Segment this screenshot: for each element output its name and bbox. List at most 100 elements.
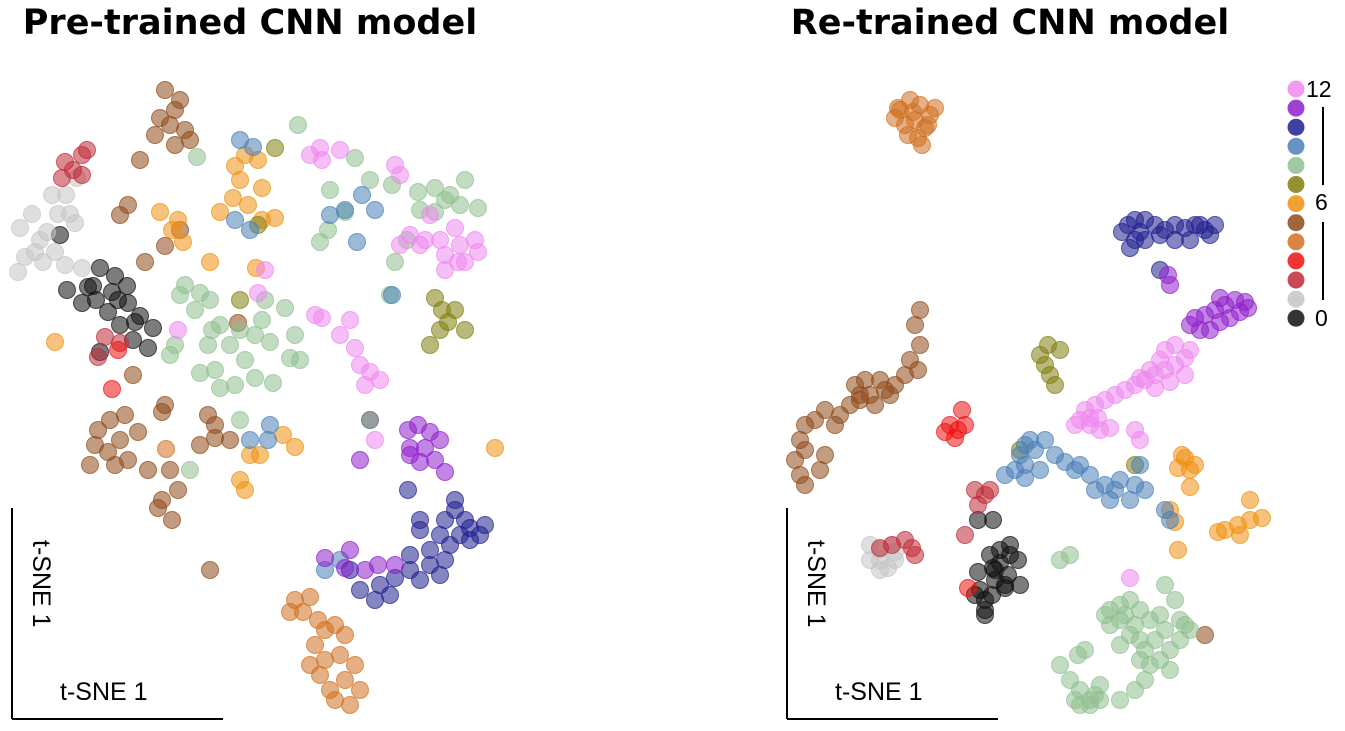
scatter-point-class-4 [157,440,175,458]
scatter-point-class-5 [101,411,119,429]
scatter-point-class-8 [186,301,204,319]
scatter-point-class-6 [236,481,254,499]
scatter-point-class-6 [231,171,249,189]
scatter-point-class-5 [124,366,142,384]
scatter-point-class-6 [1229,516,1247,534]
scatter-point-class-5 [156,396,174,414]
scatter-point-class-12 [466,231,484,249]
scatter-point-class-12 [1131,431,1149,449]
scatter-point-class-7 [421,336,439,354]
scatter-point-class-7 [446,301,464,319]
legend-tick-12: 12 [1306,76,1332,102]
scatter-point-class-5 [161,461,179,479]
scatter-point-class-8 [1126,681,1144,699]
scatter-point-class-8 [191,364,209,382]
scatter-point-class-8 [1091,676,1109,694]
scatter-point-class-8 [226,376,244,394]
scatter-point-class-3 [109,341,127,359]
scatter-point-class-5 [881,386,899,404]
scatter-point-class-8 [1156,576,1174,594]
scatter-point-class-6 [1241,491,1259,509]
scatter-point-class-2 [956,526,974,544]
scatter-point-class-0 [109,291,127,309]
scatter-point-class-5 [166,101,184,119]
scatter-point-class-12 [416,231,434,249]
scatter-point-class-4 [341,696,359,714]
scatter-point-class-11 [401,446,419,464]
scatter-point-class-10 [431,566,449,584]
scatter-point-class-1 [26,243,44,261]
scatter-point-class-6 [1173,446,1191,464]
scatter-point-class-4 [336,626,354,644]
scatter-point-class-12 [1176,366,1194,384]
scatter-point-class-0 [91,259,109,277]
scatter-point-class-5 [146,126,164,144]
scatter-point-class-8 [346,149,364,167]
scatter-point-class-5 [786,451,804,469]
scatter-point-class-12 [451,236,469,254]
scatter-point-class-8 [456,171,474,189]
scatter-point-class-0 [144,319,162,337]
scatter-point-class-9 [1016,469,1034,487]
scatter-point-class-5 [906,316,924,334]
scatter-point-class-4 [919,116,937,134]
scatter-point-class-10 [1181,231,1199,249]
scatter-point-class-12 [331,326,349,344]
scatter-point-class-8 [1181,621,1199,639]
scatter-point-class-8 [1101,616,1119,634]
scatter-point-class-11 [1239,299,1257,317]
scatter-point-class-10 [1151,226,1169,244]
scatter-point-class-8 [426,179,444,197]
scatter-point-class-9 [226,211,244,229]
scatter-point-class-5 [169,481,187,499]
scatter-point-class-4 [904,103,922,121]
scatter-point-class-8 [1066,691,1084,709]
scatter-point-class-8 [221,336,239,354]
scatter-point-class-9 [1121,491,1139,509]
scatter-point-class-7 [456,321,474,339]
scatter-point-class-8 [253,311,271,329]
scatter-point-class-5 [866,396,884,414]
scatter-point-class-8 [289,116,307,134]
scatter-point-class-6 [1181,478,1199,496]
scatter-point-class-10 [461,519,479,537]
scatter-point-class-8 [236,351,254,369]
scatter-point-class-10 [1121,239,1139,257]
scatter-point-class-9 [383,286,401,304]
scatter-point-class-5 [161,116,179,134]
scatter-point-class-4 [331,646,349,664]
scatter-point-class-9 [1111,471,1129,489]
scatter-point-class-5 [139,461,157,479]
scatter-point-class-12 [1101,419,1119,437]
scatter-point-class-8 [264,374,282,392]
scatter-point-class-4 [351,681,369,699]
legend-swatch-6 [1287,195,1305,213]
scatter-point-class-5 [206,429,224,447]
scatter-point-class-4 [316,651,334,669]
scatter-point-class-10 [401,546,419,564]
scatter-point-class-5 [191,436,209,454]
right-chart-title: Re-trained CNN model [791,3,1229,43]
scatter-point-class-9 [261,416,279,434]
scatter-point-class-8 [361,171,379,189]
scatter-point-class-12 [449,253,467,271]
scatter-point-class-4 [889,99,907,117]
scatter-point-class-8 [171,286,189,304]
scatter-point-class-4 [301,656,319,674]
scatter-point-class-11 [336,559,354,577]
scatter-point-class-8 [1051,656,1069,674]
scatter-point-class-5 [1196,626,1214,644]
legend-tick-6: 6 [1315,189,1328,215]
scatter-point-class-10 [446,491,464,509]
scatter-point-class-1 [46,243,64,261]
scatter-point-class-9 [1136,481,1154,499]
scatter-point-class-9 [1081,466,1099,484]
scatter-point-class-9 [353,186,371,204]
scatter-point-class-9 [1161,511,1179,529]
scatter-point-class-6 [151,203,169,221]
scatter-point-class-10 [436,551,454,569]
scatter-point-class-4 [294,603,312,621]
scatter-point-class-1 [38,223,56,241]
scatter-point-class-3 [103,380,121,398]
scatter-point-class-11 [386,556,404,574]
